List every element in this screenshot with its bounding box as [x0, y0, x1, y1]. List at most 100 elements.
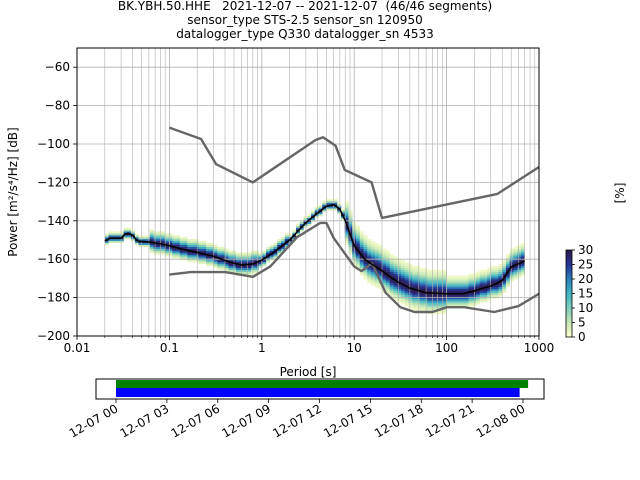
psd-cell — [176, 256, 181, 259]
psd-cell — [232, 260, 237, 263]
psd-cell — [340, 217, 346, 221]
psd-cell — [404, 277, 409, 280]
psd-cell — [397, 262, 402, 265]
psd-cell — [385, 279, 391, 282]
psd-cell — [438, 275, 443, 278]
psd-cell — [419, 294, 424, 297]
psd-cell — [168, 239, 173, 242]
psd-cell — [363, 246, 368, 249]
psd-cell — [509, 279, 514, 282]
colorbar-step — [566, 323, 572, 326]
psd-cell — [430, 312, 436, 315]
psd-cell — [228, 252, 233, 255]
psd-cell — [355, 235, 361, 238]
colorbar-step — [566, 251, 572, 254]
psd-cell — [329, 202, 334, 205]
psd-cell — [494, 273, 499, 276]
psd-cell — [430, 288, 436, 292]
psd-cell — [363, 262, 368, 265]
psd-cell — [172, 248, 177, 251]
psd-cell — [378, 273, 383, 276]
colorbar-step — [566, 289, 572, 291]
psd-cell — [378, 250, 383, 253]
psd-cell — [509, 271, 514, 274]
psd-cell — [415, 283, 421, 286]
psd-cell — [363, 235, 368, 238]
psd-cell — [404, 281, 409, 284]
psd-cell — [179, 240, 184, 244]
psd-cell — [487, 294, 492, 297]
psd-cell — [161, 246, 166, 249]
psd-cell — [490, 271, 495, 274]
psd-cell — [149, 244, 154, 247]
psd-cell — [438, 298, 443, 301]
psd-cell — [520, 242, 525, 245]
psd-cell — [359, 239, 364, 242]
psd-cell — [176, 244, 181, 247]
psd-cell — [490, 290, 495, 293]
psd-cell — [412, 265, 417, 269]
psd-cell — [427, 292, 432, 295]
psd-cell — [494, 281, 499, 284]
psd-cell — [194, 244, 199, 247]
psd-cell — [112, 235, 117, 238]
psd-cell — [284, 239, 289, 242]
psd-cell — [363, 240, 368, 244]
psd-cell — [329, 200, 334, 203]
psd-cell — [266, 256, 271, 259]
psd-cell — [359, 240, 364, 244]
psd-cell — [430, 290, 436, 293]
colorbar-step — [566, 255, 572, 258]
psd-cell — [344, 210, 349, 213]
psd-cell — [348, 223, 353, 226]
psd-cell — [119, 240, 124, 244]
psd-cell — [442, 304, 447, 307]
psd-cell — [412, 273, 417, 276]
psd-cell — [483, 288, 488, 292]
psd-cell — [517, 260, 522, 263]
chart-title-line-2: sensor_type STS-2.5 sensor_sn 120950 — [187, 13, 423, 27]
psd-cell — [385, 271, 391, 274]
colorbar-step — [566, 306, 572, 309]
psd-cell — [453, 304, 458, 307]
psd-cell — [194, 246, 199, 249]
psd-cell — [517, 250, 522, 253]
psd-cell — [179, 237, 184, 240]
psd-cell — [412, 294, 417, 297]
psd-cell — [434, 279, 439, 282]
psd-cell — [213, 246, 218, 249]
psd-cell — [468, 281, 473, 284]
psd-cell — [505, 262, 510, 265]
psd-cell — [363, 269, 368, 272]
psd-cell — [385, 254, 391, 257]
colorbar-step — [566, 250, 572, 252]
psd-cell — [382, 269, 387, 272]
psd-cell — [370, 281, 376, 284]
colorbar-step — [566, 281, 572, 284]
psd-cell — [322, 208, 327, 211]
psd-cell — [370, 269, 376, 272]
psd-cell — [419, 285, 424, 288]
psd-cell — [415, 292, 421, 295]
psd-cell — [209, 244, 214, 247]
psd-cell — [183, 250, 188, 253]
psd-cell — [412, 275, 417, 278]
psd-cell — [404, 273, 409, 276]
psd-cell — [423, 285, 428, 288]
psd-cell — [247, 256, 252, 259]
psd-cell — [367, 254, 372, 257]
psd-cell — [445, 279, 451, 282]
psd-cell — [224, 269, 229, 272]
psd-cell — [385, 262, 391, 265]
psd-cell — [487, 277, 492, 280]
psd-cell — [442, 275, 447, 278]
psd-cell — [153, 246, 158, 249]
psd-cell — [213, 262, 218, 265]
psd-cell — [457, 294, 462, 297]
psd-cell — [400, 302, 406, 305]
psd-cell — [273, 256, 278, 259]
colorbar-tick-label: 15 — [578, 287, 593, 301]
psd-cell — [520, 269, 525, 272]
psd-cell — [404, 304, 409, 307]
psd-cell — [236, 271, 241, 274]
